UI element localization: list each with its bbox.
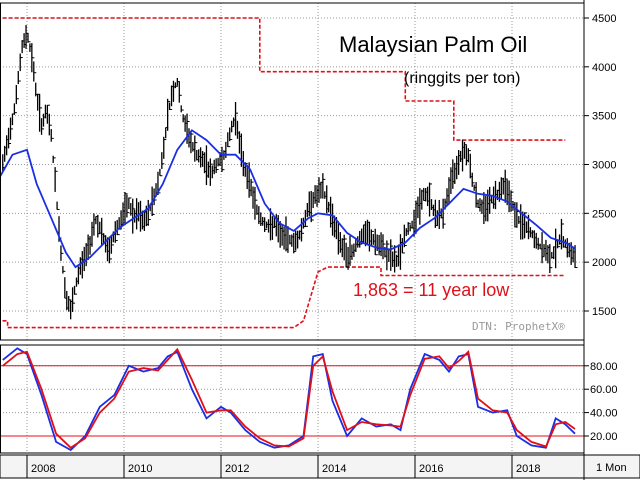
- oscillator-tick-label: 40.00: [590, 408, 618, 420]
- price-tick-label: 3500: [592, 111, 616, 123]
- resistance-line: [0, 17, 566, 141]
- moving-average-path: [0, 129, 576, 269]
- moving-average-line: [0, 129, 576, 269]
- support-resistance-lines: [0, 17, 566, 329]
- price-tick-label: 1500: [592, 306, 616, 318]
- support-line: [0, 266, 566, 329]
- watermark: DTN: ProphetX®: [472, 320, 565, 333]
- time-tick-label: 2012: [225, 463, 249, 475]
- period-label: 1 Mon: [596, 462, 627, 474]
- price-grid: [0, 3, 584, 340]
- time-tick-label: 2016: [419, 463, 443, 475]
- price-axis: 1500 2000 2500 3000 3500 4000 4500: [584, 13, 616, 318]
- oscillator-axis: 20.00 40.00 60.00 80.00: [584, 361, 618, 443]
- price-tick-label: 2500: [592, 208, 616, 220]
- time-axis: 2008 2010 2012 2014 2016 2018: [26, 455, 540, 478]
- price-tick-label: 2000: [592, 257, 616, 269]
- chart-title: Malaysian Palm Oil: [339, 32, 527, 57]
- price-tick-label: 4500: [592, 13, 616, 25]
- time-tick-label: 2010: [128, 463, 152, 475]
- time-tick-label: 2008: [31, 463, 55, 475]
- time-tick-label: 2018: [516, 463, 540, 475]
- stochastic-lines: [2, 347, 576, 452]
- time-tick-label: 2014: [322, 463, 346, 475]
- oscillator-grid: [0, 345, 584, 453]
- low-annotation: 1,863 = 11 year low: [353, 280, 510, 300]
- oscillator-tick-label: 80.00: [590, 361, 618, 373]
- time-axis-band: [0, 454, 640, 479]
- price-tick-label: 4000: [592, 62, 616, 74]
- stochastic-d-line: [2, 347, 576, 449]
- price-tick-label: 3000: [592, 160, 616, 172]
- oscillator-tick-label: 20.00: [590, 431, 618, 443]
- chart-subtitle: (ringgits per ton): [404, 70, 521, 87]
- oscillator-tick-label: 60.00: [590, 384, 618, 396]
